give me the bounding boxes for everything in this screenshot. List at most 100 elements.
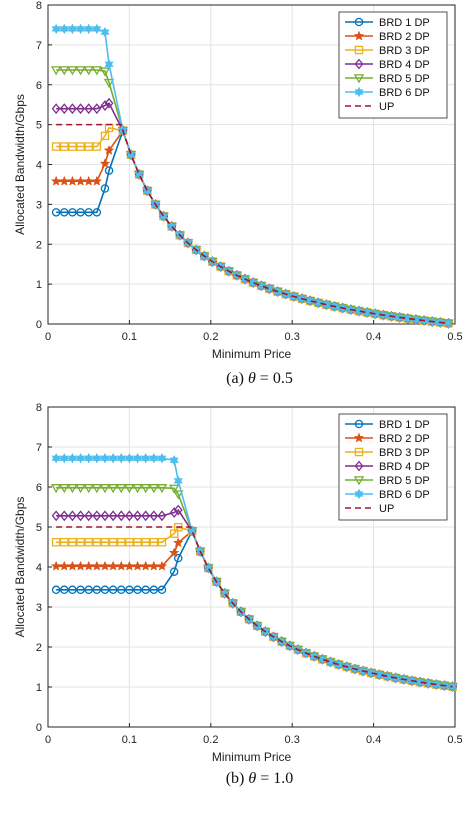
legend-item: UP — [345, 101, 394, 113]
data-point — [91, 175, 102, 186]
data-point — [92, 103, 102, 115]
legend-marker — [354, 58, 364, 70]
legend-label: BRD 1 DP — [379, 419, 430, 431]
data-point — [60, 537, 69, 547]
x-tick-label: 0.3 — [285, 331, 300, 343]
y-tick-label: 6 — [36, 482, 42, 494]
data-point — [366, 667, 376, 679]
data-point — [148, 484, 160, 494]
panel-caption: (a) θ = 0.5 — [226, 370, 293, 387]
data-point — [149, 585, 159, 595]
x-tick-label: 0 — [45, 734, 51, 746]
legend-item: BRD 2 DP — [345, 432, 430, 445]
data-point — [100, 585, 110, 595]
data-point — [156, 484, 168, 494]
data-point — [411, 314, 421, 325]
data-point — [51, 208, 61, 217]
caption-value: = 1.0 — [256, 770, 293, 787]
data-point — [84, 208, 93, 217]
data-point — [141, 510, 151, 522]
legend-marker — [354, 488, 364, 500]
data-point — [84, 103, 94, 115]
data-point — [51, 585, 61, 595]
data-point — [51, 142, 61, 151]
data-point — [67, 66, 78, 76]
x-tick-label: 0.2 — [203, 331, 218, 343]
y-tick-label: 7 — [36, 40, 42, 52]
legend-item: BRD 1 DP — [345, 17, 430, 29]
data-point — [76, 585, 85, 595]
data-point — [68, 208, 77, 217]
legend-label: UP — [379, 101, 394, 113]
data-point — [403, 313, 413, 324]
legend-item: BRD 6 DP — [345, 86, 430, 99]
caption-prefix: (b) — [226, 770, 249, 787]
data-point — [92, 537, 102, 547]
data-point — [76, 142, 85, 151]
y-tick-label: 7 — [36, 442, 42, 454]
data-point — [169, 455, 179, 466]
data-point — [100, 26, 110, 38]
series-up — [56, 526, 453, 688]
data-point — [168, 484, 180, 494]
caption-theta: θ — [248, 370, 256, 387]
data-point — [107, 484, 119, 494]
data-point — [60, 142, 69, 151]
caption-prefix: (a) — [226, 370, 248, 387]
data-point — [83, 484, 94, 494]
panel-caption: (b) θ = 1.0 — [226, 770, 294, 787]
legend-item: BRD 4 DP — [345, 58, 430, 71]
caption-theta: θ — [248, 770, 256, 787]
data-point — [51, 103, 61, 115]
legend-item: BRD 5 DP — [345, 475, 430, 487]
legend-marker — [353, 30, 365, 41]
legend-label: BRD 5 DP — [379, 73, 430, 85]
data-point — [108, 585, 118, 595]
data-point — [60, 585, 69, 595]
y-tick-label: 5 — [36, 522, 42, 534]
data-point — [76, 208, 85, 217]
legend-label: UP — [379, 503, 394, 515]
data-point — [157, 452, 167, 464]
legend-marker — [353, 74, 365, 84]
data-point — [50, 66, 62, 76]
data-point — [134, 169, 144, 180]
data-point — [91, 66, 103, 76]
y-tick-label: 8 — [36, 0, 42, 12]
data-point — [321, 299, 331, 310]
data-point — [92, 510, 102, 522]
series-line — [56, 526, 453, 688]
legend-label: BRD 6 DP — [379, 489, 430, 501]
data-point — [124, 484, 135, 494]
data-point — [104, 166, 114, 175]
legend-marker — [354, 460, 364, 472]
data-point — [305, 295, 315, 307]
data-point — [132, 484, 143, 494]
y-tick-label: 3 — [36, 602, 42, 614]
y-tick-label: 3 — [36, 199, 42, 211]
legend-item: UP — [345, 503, 394, 515]
data-point — [169, 507, 179, 518]
data-point — [220, 588, 230, 599]
data-point — [100, 184, 110, 193]
data-point — [142, 185, 152, 197]
y-axis-label: Allocated Bandwidth/Gbps — [13, 497, 27, 638]
data-point — [116, 484, 127, 494]
data-point — [415, 676, 425, 688]
data-point — [159, 210, 169, 222]
data-point — [149, 537, 159, 547]
data-point — [173, 553, 183, 563]
data-point — [423, 678, 433, 689]
data-point — [443, 318, 454, 329]
data-point — [75, 484, 86, 494]
data-point — [67, 484, 78, 494]
data-point — [187, 525, 197, 537]
y-axis-label: Allocated Bandwidth/Gbps — [13, 94, 27, 235]
data-point — [67, 103, 77, 115]
legend-marker — [354, 17, 364, 27]
legend-label: BRD 6 DP — [379, 87, 430, 99]
data-point — [203, 562, 213, 574]
caption-value: = 0.5 — [256, 370, 293, 387]
data-point — [103, 144, 115, 155]
